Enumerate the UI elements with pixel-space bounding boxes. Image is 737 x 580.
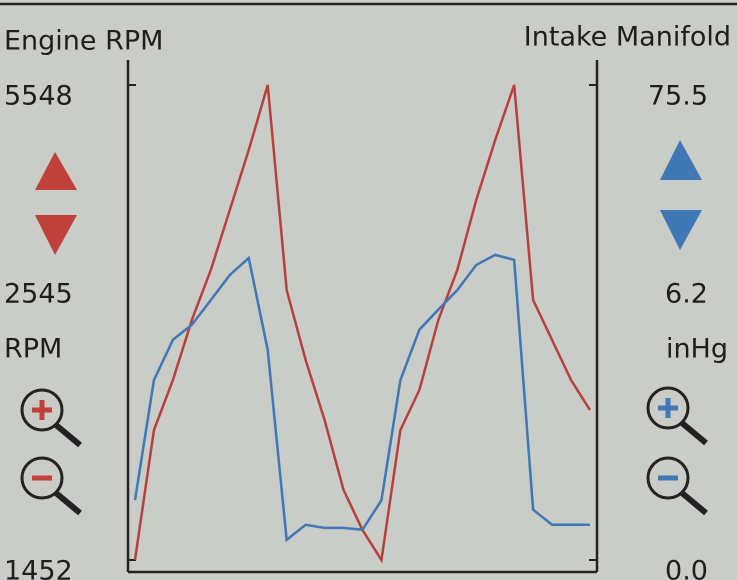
rpm-zoom-in[interactable] (20, 388, 82, 448)
y-tick-label: 5548 (4, 81, 73, 112)
y-tick-label: 1452 (4, 556, 73, 580)
rpm-unit: RPM (4, 334, 62, 365)
manifold-down-button[interactable] (660, 210, 702, 250)
rpm-up-button[interactable] (35, 152, 77, 190)
manifold-zoom-in[interactable] (646, 386, 708, 446)
y2-tick-label: 0.0 (665, 556, 708, 580)
rpm-readout: 2545 (4, 279, 73, 310)
manifold-zoom-out[interactable] (646, 456, 708, 516)
right-title: Intake Manifold (524, 22, 731, 53)
left-title: Engine RPM (4, 26, 163, 57)
manifold-readout: 6.2 (665, 279, 708, 310)
rpm-zoom-out[interactable] (20, 456, 82, 516)
y2-tick-label: 75.5 (648, 81, 708, 112)
series-line (133, 253, 590, 543)
rpm-down-button[interactable] (35, 215, 77, 255)
manifold-up-button[interactable] (660, 140, 702, 180)
manifold-unit: inHg (666, 334, 728, 365)
